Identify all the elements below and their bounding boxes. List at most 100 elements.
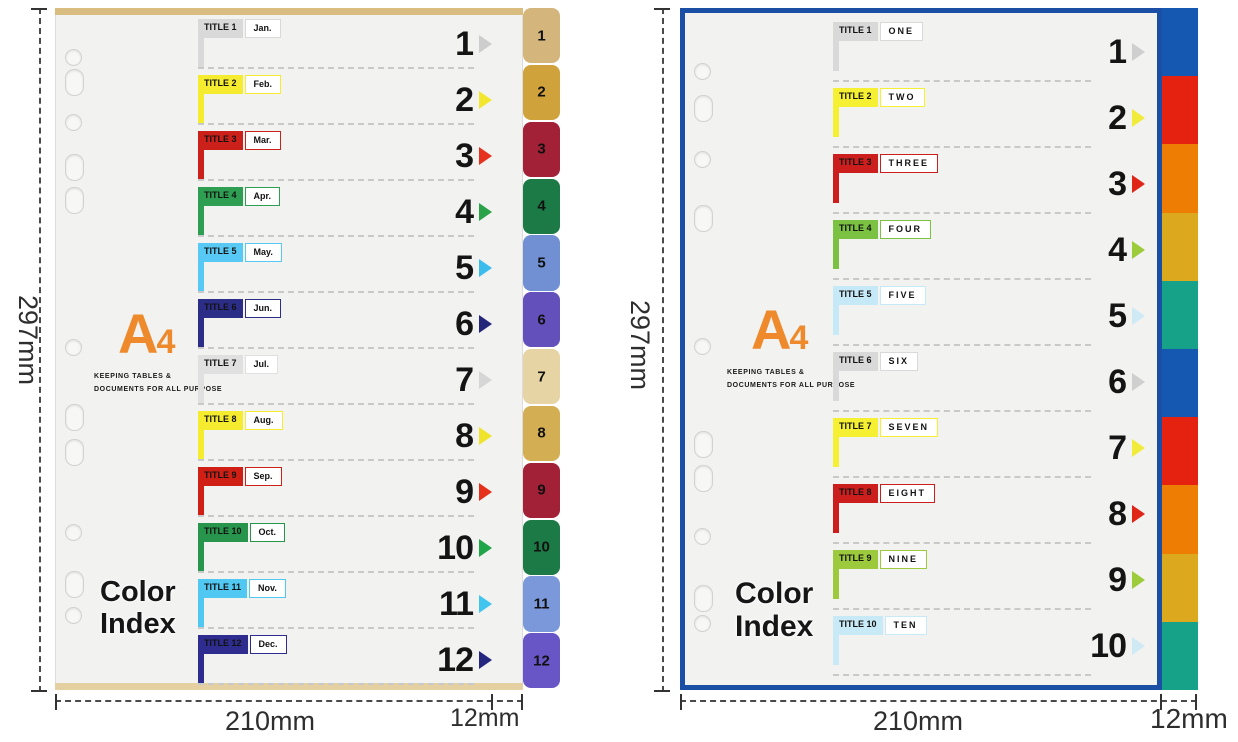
tab-number: 12 — [533, 652, 550, 670]
punch-hole — [65, 114, 82, 131]
title-tag: TITLE 1 Jan. — [198, 19, 281, 38]
title-word-box: Aug. — [244, 411, 283, 430]
index-tab — [1162, 349, 1198, 418]
arrow-right-icon — [1132, 175, 1145, 193]
tab-width-dimension-label: 12mm — [450, 704, 520, 732]
row-number: 2 — [1108, 101, 1145, 135]
punch-hole — [65, 439, 84, 466]
row-number-value: 10 — [1090, 627, 1127, 665]
index-tab — [1162, 76, 1198, 145]
tab-number: 2 — [537, 83, 546, 101]
index-row: TITLE 6 Jun. 6 — [56, 296, 522, 352]
punch-hole — [694, 585, 713, 612]
title-chip-label: TITLE 9 — [198, 467, 243, 486]
dimension-tick — [31, 690, 47, 692]
punch-hole — [65, 69, 84, 96]
title-word-box: ONE — [879, 22, 924, 41]
title-chip-label: TITLE 10 — [198, 523, 248, 542]
index-tab — [1162, 144, 1198, 213]
row-number-value: 10 — [437, 529, 474, 567]
arrow-right-icon — [479, 91, 492, 109]
title-word-box: May. — [244, 243, 282, 262]
row-number-value: 2 — [455, 81, 474, 119]
index-row: TITLE 2 TWO 2 — [685, 85, 1157, 151]
row-number-value: 4 — [1108, 231, 1127, 269]
title-tag: TITLE 7 SEVEN — [833, 418, 939, 437]
logo-letter-a: A — [118, 302, 158, 365]
punch-hole — [694, 205, 713, 232]
tab-number: 11 — [533, 595, 550, 613]
tag-color-bar — [833, 38, 839, 71]
title-word-box: Mar. — [244, 131, 281, 150]
index-tab: 11 — [523, 576, 560, 632]
divider-page: A4 KEEPING TABLES & DOCUMENTS FOR ALL PU… — [680, 8, 1162, 690]
color-index-line2: Index — [100, 607, 176, 640]
arrow-right-icon — [479, 147, 492, 165]
row-number: 1 — [455, 27, 492, 61]
punch-hole — [694, 528, 711, 545]
tag-color-bar — [198, 259, 204, 292]
title-tag: TITLE 2 TWO — [833, 88, 925, 107]
tag-color-bar — [198, 371, 204, 404]
index-row: TITLE 3 THREE 3 — [685, 151, 1157, 217]
arrow-right-icon — [479, 371, 492, 389]
title-chip-label: TITLE 3 — [198, 131, 243, 150]
logo-tagline: KEEPING TABLES & DOCUMENTS FOR ALL PURPO… — [727, 366, 887, 393]
tab-column — [1162, 8, 1198, 690]
title-word-box: EIGHT — [879, 484, 936, 503]
index-row: TITLE 10 Oct. 10 — [56, 520, 522, 576]
color-index-line1: Color — [735, 577, 814, 610]
arrow-right-icon — [1132, 307, 1145, 325]
row-dashed-line — [833, 476, 1091, 478]
row-number: 2 — [455, 83, 492, 117]
row-number-value: 11 — [439, 585, 474, 623]
a4-logo: A4 KEEPING TABLES & DOCUMENTS FOR ALL PU… — [94, 306, 244, 397]
arrow-right-icon — [479, 427, 492, 445]
title-chip-label: TITLE 2 — [198, 75, 243, 94]
tag-color-bar — [198, 539, 204, 572]
arrow-right-icon — [1132, 637, 1145, 655]
row-number: 3 — [1108, 167, 1145, 201]
row-number: 11 — [439, 587, 492, 621]
row-number-value: 5 — [1108, 297, 1127, 335]
color-index-line2: Index — [735, 610, 814, 643]
index-tab: 7 — [523, 349, 560, 405]
index-tab: 12 — [523, 633, 560, 689]
index-row: TITLE 8 EIGHT 8 — [685, 481, 1157, 547]
punch-hole — [694, 151, 711, 168]
dimension-tick — [521, 694, 523, 710]
index-row: TITLE 2 Feb. 2 — [56, 72, 522, 128]
title-word-box: Nov. — [249, 579, 286, 598]
tagline-line2: DOCUMENTS FOR ALL PURPOSE — [94, 386, 223, 394]
row-number-value: 5 — [455, 249, 474, 287]
color-index-title: Color Index — [735, 577, 813, 643]
punch-hole — [65, 524, 82, 541]
tag-color-bar — [198, 595, 204, 628]
height-dimension-line — [39, 8, 41, 692]
punch-hole — [694, 95, 713, 122]
title-chip-label: TITLE 8 — [833, 484, 878, 503]
row-number-value: 9 — [1108, 561, 1127, 599]
row-dashed-line — [198, 347, 474, 349]
title-tag: TITLE 7 Jul. — [198, 355, 279, 374]
index-row: TITLE 9 Sep. 9 — [56, 464, 522, 520]
logo-digit-4: 4 — [789, 319, 809, 357]
title-tag: TITLE 2 Feb. — [198, 75, 282, 94]
punch-hole — [65, 49, 82, 66]
row-number: 3 — [455, 139, 492, 173]
row-number-value: 7 — [1108, 429, 1127, 467]
title-tag: TITLE 5 FIVE — [833, 286, 926, 305]
punch-hole — [65, 339, 82, 356]
a4-logo-text: A4 — [94, 306, 244, 362]
index-row: TITLE 6 SIX 6 — [685, 349, 1157, 415]
title-chip-label: TITLE 9 — [833, 550, 878, 569]
row-number-value: 8 — [455, 417, 474, 455]
row-number: 4 — [1108, 233, 1145, 267]
arrow-right-icon — [1132, 241, 1145, 259]
height-dimension-line — [662, 8, 664, 692]
index-row: TITLE 7 SEVEN 7 — [685, 415, 1157, 481]
tab-number: 8 — [537, 424, 546, 442]
title-tag: TITLE 4 FOUR — [833, 220, 932, 239]
row-dashed-line — [833, 278, 1091, 280]
title-word-box: Dec. — [249, 635, 287, 654]
